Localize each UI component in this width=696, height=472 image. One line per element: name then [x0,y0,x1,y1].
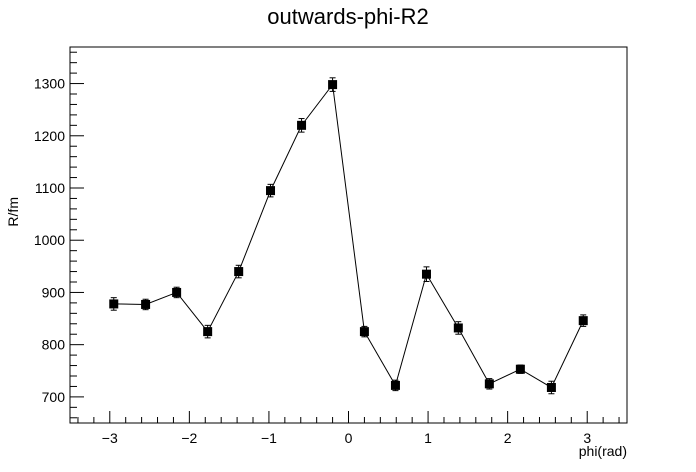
data-point [359,327,369,337]
x-tick-label: −3 [102,430,118,446]
data-point [109,299,119,309]
series-layer [109,77,588,395]
y-tick-label: 1200 [34,128,65,144]
data-point [297,120,307,130]
x-tick-label: −1 [261,430,277,446]
x-axis: −3 −2 −1 0 1 2 3 [77,411,620,446]
y-tick-label: 1100 [35,180,65,196]
data-point [234,267,244,277]
data-point [141,299,151,309]
y-tick-label: 1300 [34,76,65,92]
y-tick-label: 700 [42,389,66,405]
y-axis-label: R/fm [5,197,21,227]
x-tick-label: −2 [181,430,197,446]
x-tick-label: 3 [583,430,591,446]
data-point [203,327,213,337]
y-axis: 700 800 900 1000 1100 1200 1300 [34,51,84,419]
x-tick-label: 2 [504,430,512,446]
data-point [546,382,556,392]
y-tick-label: 1000 [34,232,65,248]
x-axis-label: phi(rad) [579,443,627,459]
data-point [328,80,338,90]
plot-frame [69,46,628,424]
data-point [390,380,400,390]
series-line [113,83,584,389]
x-tick-label: 0 [345,430,353,446]
data-point [421,269,431,279]
data-point [172,287,182,297]
y-tick-label: 900 [42,284,66,300]
y-tick-label: 800 [42,337,66,353]
data-point [578,316,588,326]
chart-title: outwards-phi-R2 [267,4,428,29]
data-point [484,379,494,389]
x-tick-label: 1 [424,430,432,446]
data-point [266,186,276,196]
data-point [453,323,463,333]
data-point [515,364,525,374]
